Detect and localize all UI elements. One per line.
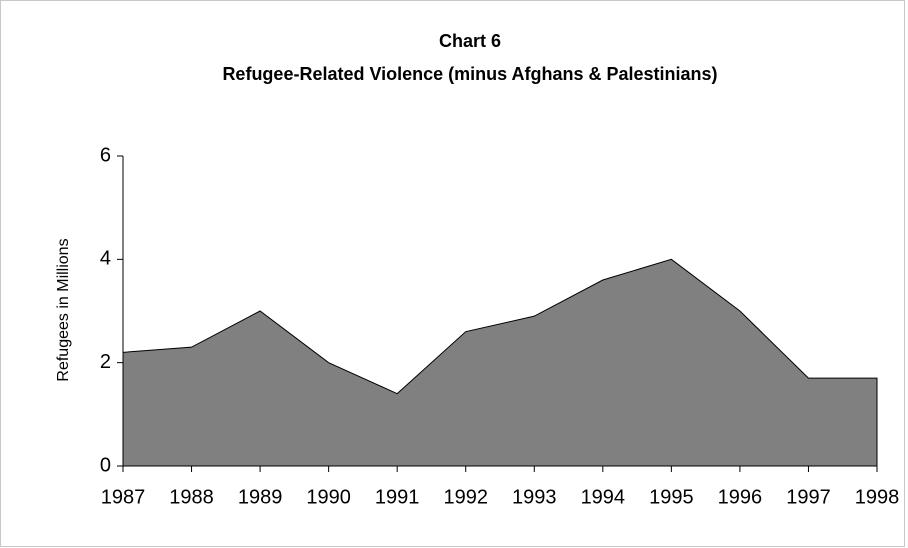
x-tick-label: 1998 bbox=[855, 486, 900, 508]
x-tick-label: 1991 bbox=[375, 486, 420, 508]
chart-title: Chart 6 bbox=[439, 31, 501, 51]
x-tick-label: 1987 bbox=[101, 486, 146, 508]
x-tick-label: 1995 bbox=[649, 486, 694, 508]
area bbox=[122, 258, 878, 467]
x-tick-label: 1993 bbox=[512, 486, 557, 508]
x-tick-label: 1988 bbox=[169, 486, 214, 508]
y-tick-label: 4 bbox=[100, 248, 111, 270]
x-tick-label: 1989 bbox=[238, 486, 283, 508]
x-tick-label: 1994 bbox=[581, 486, 626, 508]
y-tick-label: 2 bbox=[100, 351, 111, 373]
chart-subtitle: Refugee-Related Violence (minus Afghans … bbox=[222, 64, 717, 84]
y-axis-label: Refugees in Millions bbox=[55, 238, 72, 381]
x-tick-label: 1992 bbox=[443, 486, 488, 508]
x-tick-label: 1990 bbox=[306, 486, 351, 508]
x-tick-label: 1996 bbox=[718, 486, 763, 508]
x-tick-label: 1997 bbox=[786, 486, 831, 508]
y-tick-label: 6 bbox=[100, 144, 111, 166]
y-tick-label: 0 bbox=[100, 454, 111, 476]
